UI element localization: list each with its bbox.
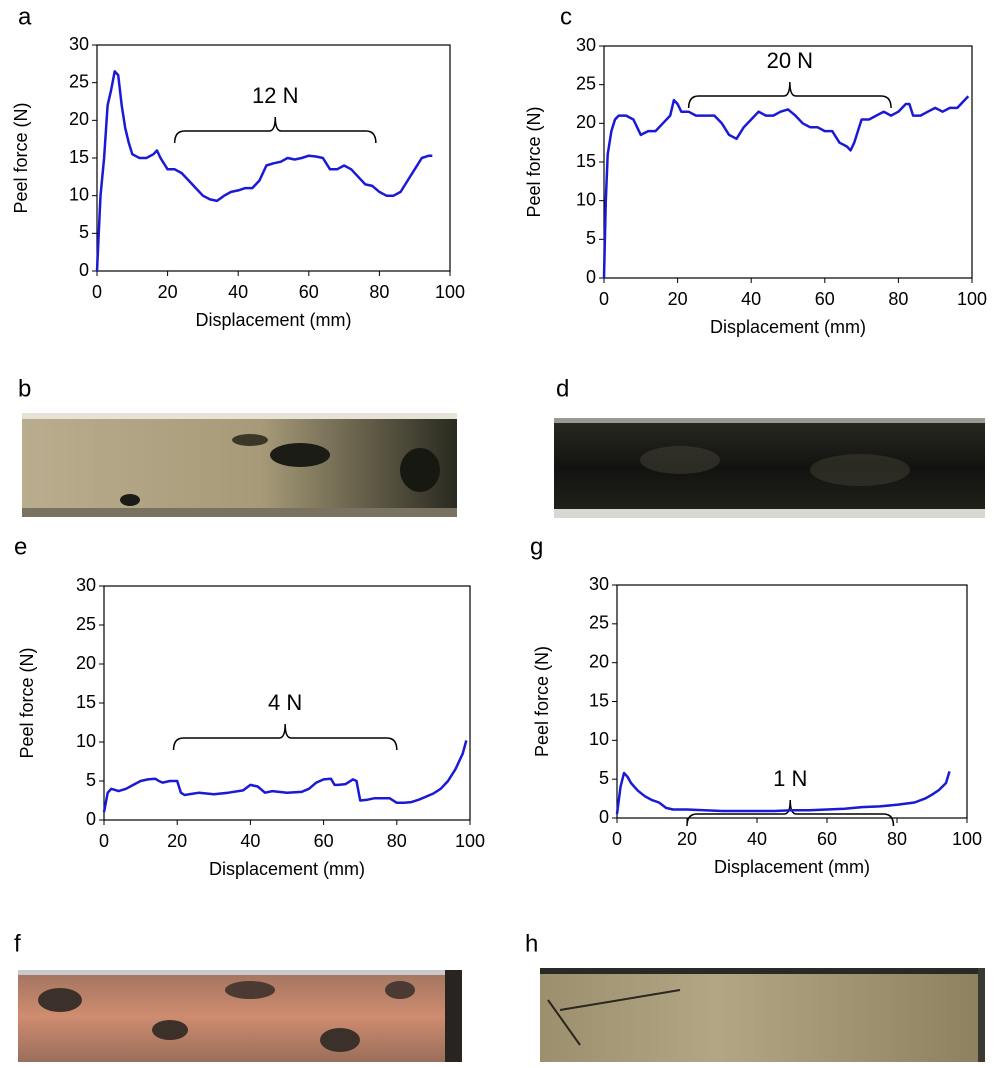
x-tick-label: 40 — [741, 289, 761, 309]
y-tick-label: 0 — [599, 807, 609, 827]
photo-b — [22, 413, 457, 517]
x-tick-label: 0 — [599, 289, 609, 309]
y-tick-label: 15 — [576, 151, 596, 171]
plot-frame — [603, 45, 973, 279]
y-tick-label: 5 — [86, 770, 96, 790]
x-tick-label: 60 — [299, 282, 319, 302]
y-tick-label: 20 — [76, 653, 96, 673]
data-line — [102, 740, 468, 813]
bracket — [172, 723, 398, 751]
photo-f — [18, 970, 462, 1062]
photo-h — [540, 968, 985, 1062]
y-tick-label: 30 — [589, 574, 609, 594]
y-tick-label: 25 — [69, 71, 89, 91]
panel-label: e — [14, 533, 27, 560]
y-tick-label: 5 — [599, 768, 609, 788]
x-tick-label: 100 — [952, 829, 982, 849]
annotation: 12 N — [252, 83, 298, 108]
bracket — [687, 81, 892, 109]
y-axis-label: Peel force (N) — [524, 106, 544, 217]
y-tick-label: 0 — [86, 809, 96, 829]
annotation: 20 N — [767, 48, 813, 73]
y-tick-label: 30 — [76, 575, 96, 595]
x-axis-label: Displacement (mm) — [195, 310, 351, 330]
x-tick-label: 100 — [957, 289, 987, 309]
x-tick-label: 40 — [240, 831, 260, 851]
x-tick-label: 60 — [815, 289, 835, 309]
panel-label: b — [18, 375, 31, 402]
y-tick-label: 5 — [79, 222, 89, 242]
x-axis-label: Displacement (mm) — [710, 317, 866, 337]
x-tick-label: 20 — [668, 289, 688, 309]
x-tick-label: 40 — [228, 282, 248, 302]
x-tick-label: 20 — [158, 282, 178, 302]
data-line — [602, 95, 970, 279]
x-tick-label: 100 — [435, 282, 465, 302]
y-tick-label: 5 — [586, 228, 596, 248]
annotation: 1 N — [773, 766, 807, 791]
x-tick-label: 0 — [92, 282, 102, 302]
x-tick-label: 60 — [314, 831, 334, 851]
x-tick-label: 0 — [612, 829, 622, 849]
y-tick-label: 15 — [69, 147, 89, 167]
x-tick-label: 20 — [677, 829, 697, 849]
y-tick-label: 10 — [69, 184, 89, 204]
x-tick-label: 40 — [747, 829, 767, 849]
y-axis-label: Peel force (N) — [11, 102, 31, 213]
y-tick-label: 25 — [76, 614, 96, 634]
y-tick-label: 20 — [576, 112, 596, 132]
x-tick-label: 80 — [888, 289, 908, 309]
x-tick-label: 20 — [167, 831, 187, 851]
x-tick-label: 100 — [455, 831, 485, 851]
x-tick-label: 0 — [99, 831, 109, 851]
x-tick-label: 80 — [369, 282, 389, 302]
data-line — [615, 771, 951, 815]
y-tick-label: 0 — [79, 260, 89, 280]
y-tick-label: 30 — [576, 35, 596, 55]
annotation: 4 N — [268, 690, 302, 715]
bracket — [173, 116, 377, 144]
x-tick-label: 80 — [387, 831, 407, 851]
y-tick-label: 25 — [576, 73, 596, 93]
photo-d — [554, 418, 985, 518]
y-axis-label: Peel force (N) — [532, 646, 552, 757]
data-line — [95, 70, 433, 272]
x-axis-label: Displacement (mm) — [209, 859, 365, 879]
y-tick-label: 10 — [589, 729, 609, 749]
panel-label: h — [525, 930, 538, 957]
x-tick-label: 80 — [887, 829, 907, 849]
plot-frame — [96, 44, 451, 272]
y-tick-label: 25 — [589, 613, 609, 633]
y-tick-label: 15 — [76, 692, 96, 712]
y-axis-label: Peel force (N) — [17, 647, 37, 758]
y-tick-label: 10 — [76, 731, 96, 751]
y-tick-label: 0 — [586, 267, 596, 287]
x-axis-label: Displacement (mm) — [714, 857, 870, 877]
panel-label: c — [560, 3, 572, 30]
y-tick-label: 20 — [589, 651, 609, 671]
panel-label: f — [14, 930, 21, 957]
panel-label: g — [530, 533, 543, 560]
panel-label: a — [18, 3, 32, 30]
y-tick-label: 10 — [576, 189, 596, 209]
y-tick-label: 30 — [69, 34, 89, 54]
panel-label: d — [556, 375, 569, 402]
x-tick-label: 60 — [817, 829, 837, 849]
bracket — [686, 799, 895, 827]
y-tick-label: 15 — [589, 690, 609, 710]
y-tick-label: 20 — [69, 109, 89, 129]
